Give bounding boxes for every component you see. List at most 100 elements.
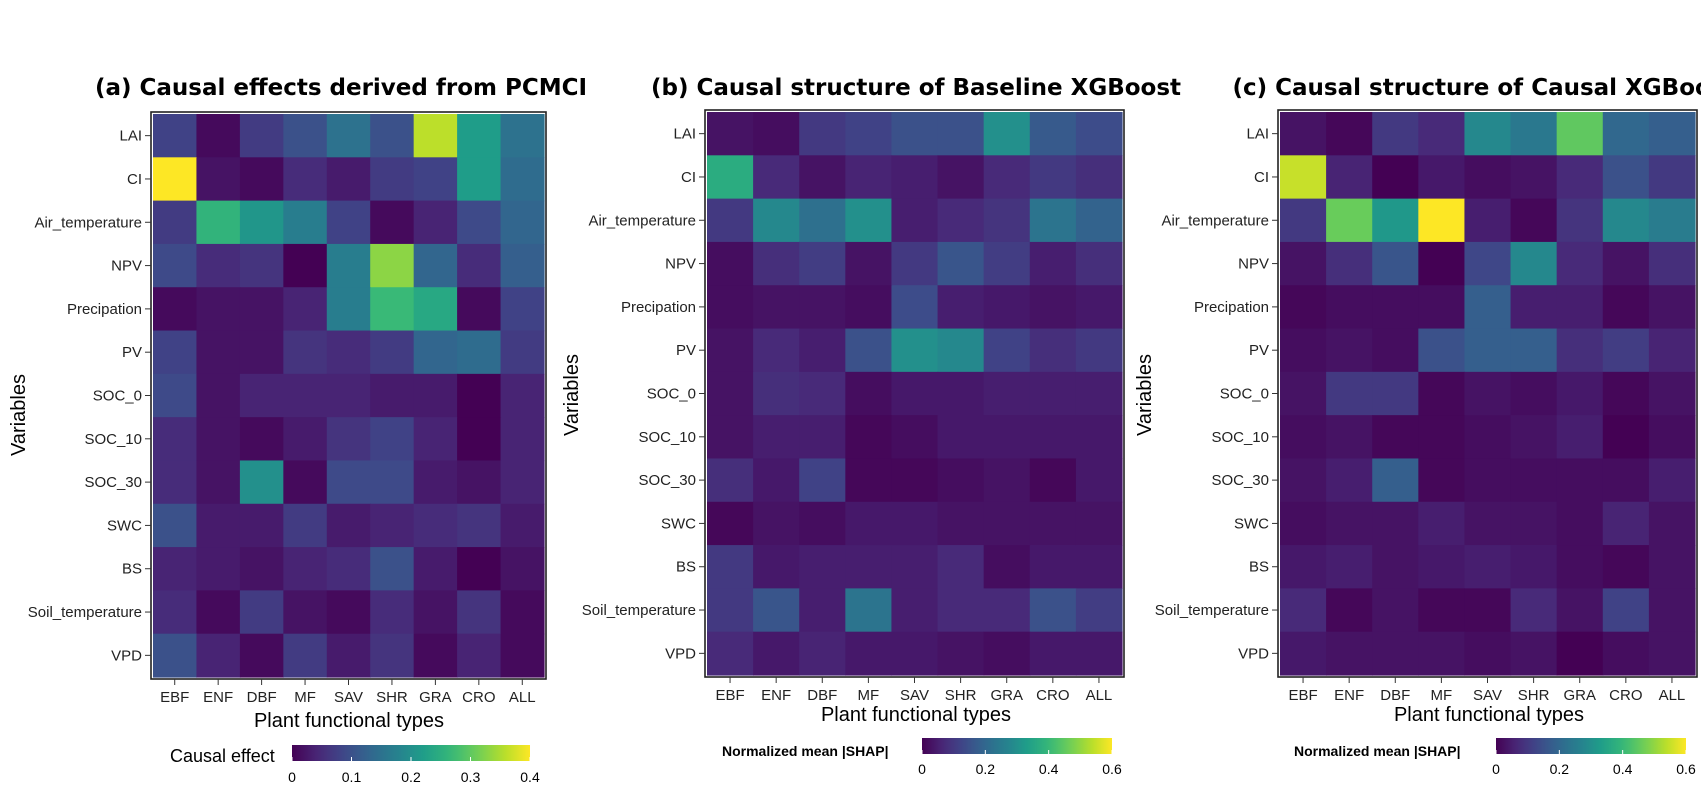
heatmap-cell-c-VPD-SHR [1510,631,1558,676]
panel-b-x-tick-label: ALL [1086,687,1113,704]
heatmap-cell-b-SOC_30-EBF [707,458,754,503]
heatmap-cell-b-NPV-SHR [937,241,985,286]
heatmap-cell-a-Soil_temperature-DBF [239,590,284,635]
panel-c-y-axis-label: Variables [1134,354,1156,436]
panel-b-y-tick-label: SOC_0 [647,386,696,403]
heatmap-cell-a-NPV-CRO [457,243,502,288]
heatmap-cell-c-Precipation-SAV [1464,285,1512,330]
heatmap-cell-a-SOC_0-CRO [457,373,502,418]
heatmap-cell-c-SOC_0-MF [1418,371,1466,416]
panel-a-x-tick-label: CRO [462,689,495,706]
heatmap-cell-c-Soil_temperature-SAV [1464,588,1512,633]
heatmap-cell-a-SOC_0-SAV [326,373,371,418]
heatmap-cell-a-SWC-EBF [153,503,198,548]
heatmap-cell-c-CI-EBF [1280,155,1327,200]
heatmap-cell-b-SWC-DBF [799,501,846,546]
panel-a-legend-title: Causal effect [170,746,275,766]
panel-a-y-tick-label: Precipation [67,301,142,318]
heatmap-cell-c-BS-ALL [1648,545,1696,589]
heatmap-cell-b-VPD-DBF [799,631,846,676]
heatmap-cell-b-Air_temperature-MF [845,198,893,243]
heatmap-cell-c-SWC-ENF [1326,501,1373,546]
heatmap-cell-b-NPV-CRO [1029,241,1077,286]
heatmap-cell-a-SOC_10-DBF [239,417,284,462]
heatmap-cell-a-Precipation-SHR [370,287,415,332]
heatmap-cell-a-SWC-ALL [500,503,545,548]
heatmap-cell-b-SOC_10-SHR [937,415,985,460]
heatmap-cell-b-LAI-SAV [891,112,939,156]
heatmap-cell-c-Air_temperature-DBF [1372,198,1419,243]
heatmap-cell-c-SWC-MF [1418,501,1466,546]
heatmap-cell-c-SOC_30-SHR [1510,458,1558,503]
heatmap-cell-b-SWC-SHR [937,501,985,546]
panel-b-legend: 0 0.2 0.4 0.6 [918,738,1122,777]
panel-c-y-tick-label: Precipation [1194,299,1269,316]
heatmap-cell-c-BS-SHR [1510,545,1558,589]
heatmap-cell-b-CI-SAV [891,155,939,200]
heatmap-cell-b-Precipation-SAV [891,285,939,330]
heatmap-cell-b-LAI-MF [845,112,893,156]
panel-b-title: (b) Causal structure of Baseline XGBoost [651,75,1181,101]
panel-a-legend: 0 0.1 0.2 0.3 0.4 [288,745,540,785]
heatmap-cell-b-LAI-EBF [707,112,754,156]
heatmap-cell-b-Air_temperature-CRO [1029,198,1077,243]
heatmap-cell-c-PV-SHR [1510,328,1558,373]
heatmap-cell-c-SOC_30-GRA [1556,458,1604,503]
heatmap-cell-c-LAI-DBF [1372,112,1419,156]
heatmap-cell-b-PV-EBF [707,328,754,373]
heatmap-cell-b-Air_temperature-EBF [707,198,754,243]
panel-a-y-tick-label: Air_temperature [34,214,142,231]
heatmap-cell-b-VPD-SAV [891,631,939,676]
heatmap-cell-c-SOC_10-ALL [1648,415,1696,460]
heatmap-cell-c-NPV-ENF [1326,241,1373,286]
panel-b-y-tick-label: Air_temperature [588,212,696,229]
panel-b-y-tick-label: SOC_30 [638,472,696,489]
heatmap-cell-a-BS-SAV [326,547,371,591]
heatmap-cell-b-VPD-CRO [1029,631,1077,676]
heatmap-cell-b-SOC_0-SHR [937,371,985,416]
panel-c-colorbar-tick-label: 0.2 [1550,761,1570,777]
heatmap-cell-b-SWC-EBF [707,501,754,546]
panel-a-colorbar-tick-label: 0.1 [342,769,362,785]
heatmap-cell-c-Soil_temperature-MF [1418,588,1466,633]
heatmap-cell-c-LAI-CRO [1602,112,1650,156]
heatmap-cell-c-PV-CRO [1602,328,1650,373]
heatmap-cell-a-SOC_0-EBF [153,373,198,418]
heatmap-cell-a-BS-MF [283,547,328,591]
heatmap-cell-b-BS-GRA [983,545,1031,589]
heatmap-cell-a-CI-DBF [239,157,284,202]
heatmap-cell-c-NPV-EBF [1280,241,1327,286]
heatmap-cell-a-PV-SHR [370,330,415,375]
heatmap-cell-a-SOC_30-SHR [370,460,415,505]
heatmap-cell-a-VPD-ENF [196,633,241,678]
heatmap-cell-b-NPV-EBF [707,241,754,286]
heatmap-cell-b-BS-EBF [707,545,754,589]
panel-a-x-tick-label: ENF [203,689,233,706]
heatmap-cell-c-SOC_0-ALL [1648,371,1696,416]
heatmap-cell-c-NPV-SHR [1510,241,1558,286]
panel-c-y-tick-label: Soil_temperature [1155,602,1269,619]
heatmap-cell-a-NPV-DBF [239,243,284,288]
heatmap-cell-c-Air_temperature-CRO [1602,198,1650,243]
panel-c-x-tick-label: ENF [1334,687,1364,704]
panel-c-y-tick-label: PV [1249,342,1269,359]
heatmap-cell-a-Air_temperature-ENF [196,200,241,245]
heatmap-cell-a-SOC_0-GRA [413,373,458,418]
panel-b-y-tick-label: CI [681,169,696,186]
heatmap-cell-a-Precipation-MF [283,287,328,332]
heatmap-cell-b-SWC-MF [845,501,893,546]
heatmap-cell-c-SWC-SHR [1510,501,1558,546]
heatmap-cell-c-BS-SAV [1464,545,1512,589]
heatmap-cell-c-Air_temperature-SHR [1510,198,1558,243]
heatmap-cell-a-Precipation-ALL [500,287,545,332]
heatmap-cell-b-SOC_30-ALL [1075,458,1123,503]
panel-c-y-tick-label: CI [1254,169,1269,186]
panel-a-y-ticks: LAI CI Air_temperature NPV Precipation PV SOC_… [28,128,151,664]
heatmap-cell-b-Air_temperature-ENF [753,198,800,243]
heatmap-cell-c-LAI-MF [1418,112,1466,156]
heatmap-cell-a-SOC_0-ENF [196,373,241,418]
heatmap-cell-b-BS-DBF [799,545,846,589]
heatmap-cell-c-SOC_30-ENF [1326,458,1373,503]
panel-b-x-tick-label: MF [858,687,880,704]
heatmap-cell-c-VPD-DBF [1372,631,1419,676]
